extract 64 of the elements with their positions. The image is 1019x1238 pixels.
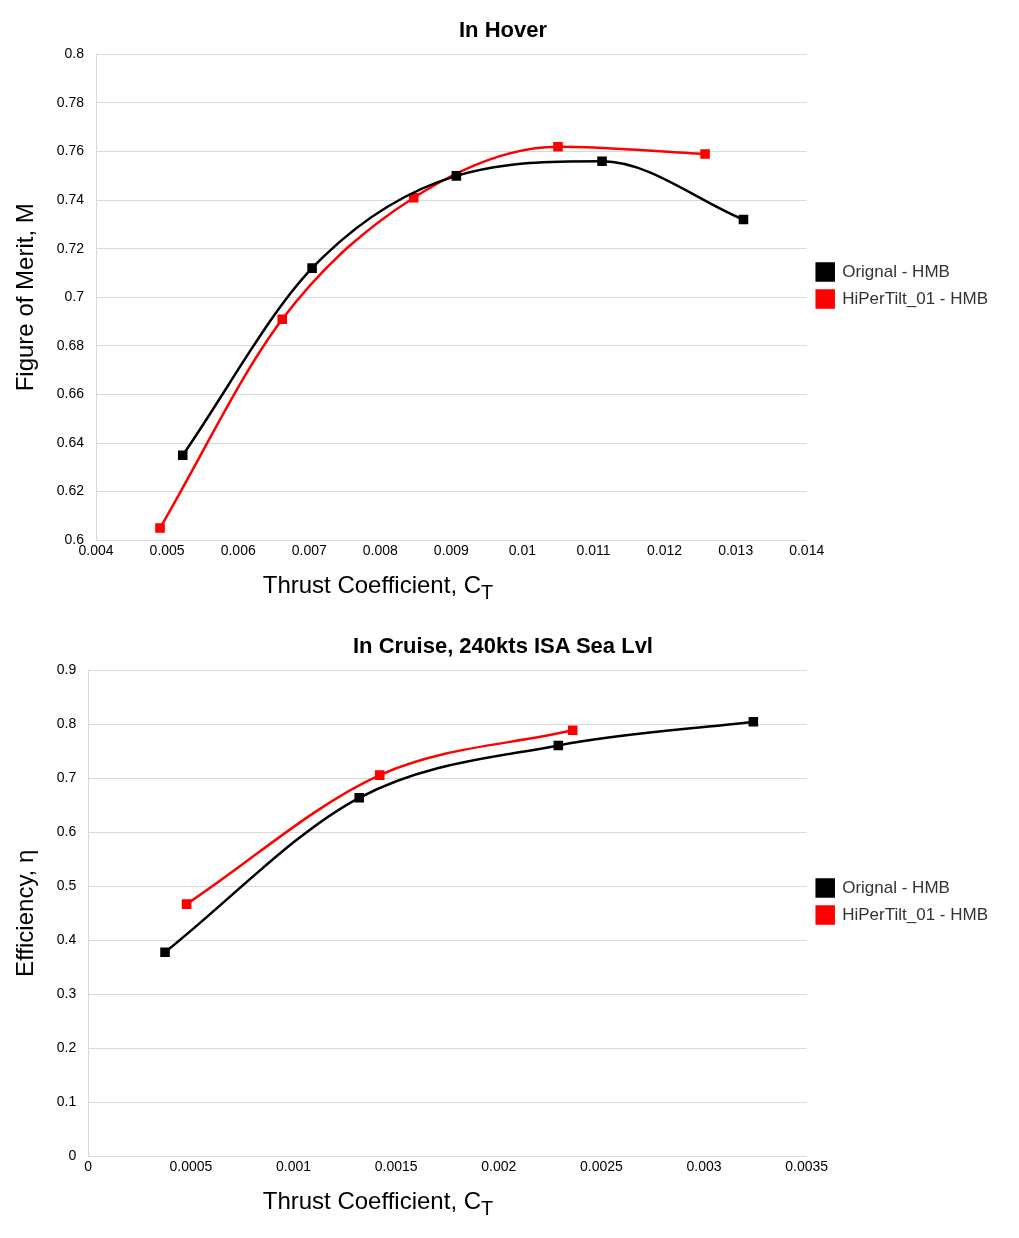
y-tick-label: 0.1	[56, 1092, 77, 1109]
x-tick-label: 0.006	[220, 542, 256, 559]
y-axis-title: Figure of Merit, M	[11, 203, 39, 392]
y-tick-label: 0.8	[64, 45, 85, 62]
x-tick-label: 0.005	[149, 542, 185, 559]
legend-label: Orignal - HMB	[842, 261, 950, 281]
point	[307, 263, 317, 273]
point	[155, 523, 165, 533]
y-tick-label: 0.9	[56, 661, 77, 678]
x-tick-label: 0.013	[718, 542, 754, 559]
point	[748, 716, 759, 727]
point	[354, 792, 365, 803]
y-tick-label: 0.8	[56, 715, 77, 732]
x-tick-label: 0.008	[362, 542, 399, 559]
point	[738, 214, 749, 225]
chart-title: In Cruise, 240kts ISA Sea Lvl	[353, 633, 653, 659]
point	[374, 770, 385, 780]
point	[277, 314, 288, 324]
y-tick-label: 0.5	[56, 876, 77, 893]
x-axis-title: Thrust Coefficient, C$_{T}$	[261, 1186, 495, 1220]
legend-label: HiPerTilt_01 - HMB	[842, 904, 989, 924]
legend-label: HiPerTilt_01 - HMB	[842, 288, 989, 308]
y-tick-label: 0.6	[56, 822, 77, 839]
point	[160, 947, 170, 957]
point	[567, 725, 578, 735]
x-tick-label: 0.0035	[785, 1158, 829, 1175]
x-tick-label: 0.0025	[580, 1158, 624, 1175]
x-tick-label: 0.014	[789, 542, 825, 559]
x-tick-label: 0.007	[291, 542, 327, 559]
x-tick-label: 0.0015	[374, 1158, 418, 1175]
y-tick-label: 0.72	[56, 239, 85, 256]
y-tick-label: 0.78	[56, 93, 85, 110]
y-tick-label: 0.66	[56, 385, 85, 402]
y-tick-label: 0.7	[64, 288, 85, 305]
x-tick-label: 0.003	[686, 1158, 722, 1175]
x-tick-label: 0.001	[276, 1158, 312, 1175]
y-tick-label: 0.4	[56, 930, 77, 947]
y-tick-label: 0.7	[56, 769, 77, 786]
x-tick-label: 0.0005	[169, 1158, 213, 1175]
y-tick-label: 0	[68, 1146, 77, 1163]
y-axis-title: Efficiency, η	[11, 849, 39, 977]
x-axis-title: Thrust Coefficient, C$_{T}$	[261, 571, 495, 604]
point	[700, 149, 710, 159]
x-tick-label: 0.012	[647, 542, 683, 559]
x-tick-label: 0.01	[508, 542, 537, 559]
point	[177, 450, 188, 460]
y-tick-label: 0.74	[56, 191, 85, 207]
y-tick-label: 0.3	[56, 984, 77, 1001]
y-tick-label: 0.64	[56, 433, 85, 450]
point	[597, 156, 607, 167]
y-tick-label: 0.68	[56, 336, 85, 353]
y-tick-label: 0.76	[56, 142, 85, 159]
legend-label: Orignal - HMB	[842, 877, 950, 897]
x-tick-label: 0.002	[481, 1158, 517, 1175]
x-tick-label: 0.009	[433, 542, 470, 559]
y-tick-label: 0.62	[56, 482, 85, 499]
x-tick-label: 0.011	[576, 542, 611, 559]
y-tick-label: 0.2	[56, 1038, 77, 1055]
point	[553, 740, 564, 751]
point	[553, 141, 563, 152]
point	[408, 192, 419, 203]
point	[451, 171, 462, 181]
chart-title: In Hover	[458, 17, 548, 43]
point	[181, 899, 192, 909]
